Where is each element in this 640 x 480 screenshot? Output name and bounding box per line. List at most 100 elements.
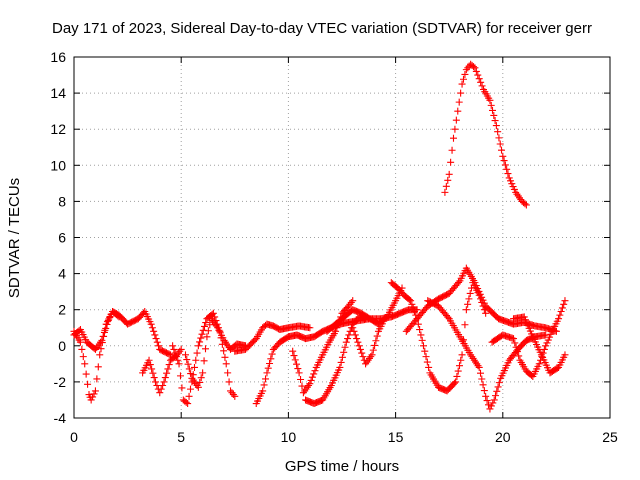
data-point [452, 116, 460, 124]
data-point [178, 384, 186, 392]
data-point [447, 158, 455, 166]
data-point [172, 353, 180, 361]
data-point [414, 320, 422, 328]
data-point [203, 333, 211, 341]
data-point [359, 353, 367, 361]
data-point [483, 397, 491, 405]
data-point [78, 345, 86, 353]
data-point [177, 345, 185, 353]
data-point [90, 390, 98, 398]
data-point [546, 333, 554, 341]
data-point [306, 324, 314, 332]
data-point [251, 336, 259, 344]
data-point [164, 365, 172, 373]
data-point [336, 363, 344, 371]
data-point [482, 309, 490, 317]
data-point [478, 82, 486, 90]
data-point [98, 336, 106, 344]
data-point [451, 125, 459, 133]
data-point [181, 351, 189, 359]
data-point [486, 405, 494, 413]
data-point [489, 399, 497, 407]
data-point [503, 165, 511, 173]
data-point [342, 338, 350, 346]
data-point [487, 402, 495, 410]
data-point [556, 311, 564, 319]
data-point [489, 106, 497, 114]
x-tick-label: 10 [281, 429, 297, 445]
data-point [91, 387, 99, 395]
series-sat-m [402, 264, 560, 335]
data-point [94, 363, 102, 371]
data-point [477, 78, 485, 86]
data-point [222, 360, 230, 368]
data-point [490, 396, 498, 404]
data-point [492, 392, 500, 400]
data-point [192, 356, 200, 364]
data-point [477, 369, 485, 377]
data-point [560, 300, 568, 308]
data-point [161, 374, 169, 382]
data-point [259, 387, 267, 395]
data-point [521, 200, 529, 208]
data-point [153, 338, 161, 346]
data-point [459, 75, 467, 83]
y-tick-label: 14 [50, 85, 66, 101]
series-sat-g [252, 306, 421, 408]
data-point [479, 296, 487, 304]
data-point [194, 383, 202, 391]
y-axis-ticks: -4 -2 0 2 4 6 8 10 12 14 16 [50, 49, 610, 426]
data-point [102, 324, 110, 332]
data-point [355, 342, 363, 350]
data-point [441, 188, 449, 196]
data-point [225, 378, 233, 386]
data-point [409, 304, 417, 312]
data-point [297, 375, 305, 383]
data-point [512, 343, 520, 351]
data-point [561, 351, 569, 359]
data-point [494, 383, 502, 391]
data-point [555, 315, 563, 323]
data-point [340, 348, 348, 356]
data-point [221, 353, 229, 361]
data-point [498, 146, 506, 154]
data-point [171, 349, 179, 357]
data-point [373, 332, 381, 340]
data-point [474, 284, 482, 292]
data-point [260, 381, 268, 389]
data-point [295, 369, 303, 377]
data-point [337, 358, 345, 366]
y-tick-label: -4 [54, 410, 67, 426]
data-point [557, 308, 565, 316]
data-point [201, 345, 209, 353]
data-point [464, 300, 472, 308]
data-point [492, 122, 500, 130]
data-point [371, 341, 379, 349]
data-point [89, 393, 97, 401]
data-point [310, 370, 318, 378]
data-point [148, 365, 156, 373]
data-point [454, 367, 462, 375]
data-point [157, 385, 165, 393]
data-point [372, 337, 380, 345]
data-point [182, 398, 190, 406]
data-point [466, 289, 474, 297]
data-point [509, 183, 517, 191]
data-point [455, 278, 463, 286]
data-point [198, 330, 206, 338]
data-point [511, 339, 519, 347]
data-point [97, 345, 105, 353]
data-point [487, 101, 495, 109]
x-tick-label: 25 [602, 429, 618, 445]
data-point [504, 170, 512, 178]
data-point [184, 360, 192, 368]
data-point [187, 370, 195, 378]
data-point [455, 362, 463, 370]
data-point [419, 342, 427, 350]
series-sat-b [70, 308, 123, 353]
data-point [475, 287, 483, 295]
data-point [176, 372, 184, 380]
data-point [369, 346, 377, 354]
data-point [501, 161, 509, 169]
